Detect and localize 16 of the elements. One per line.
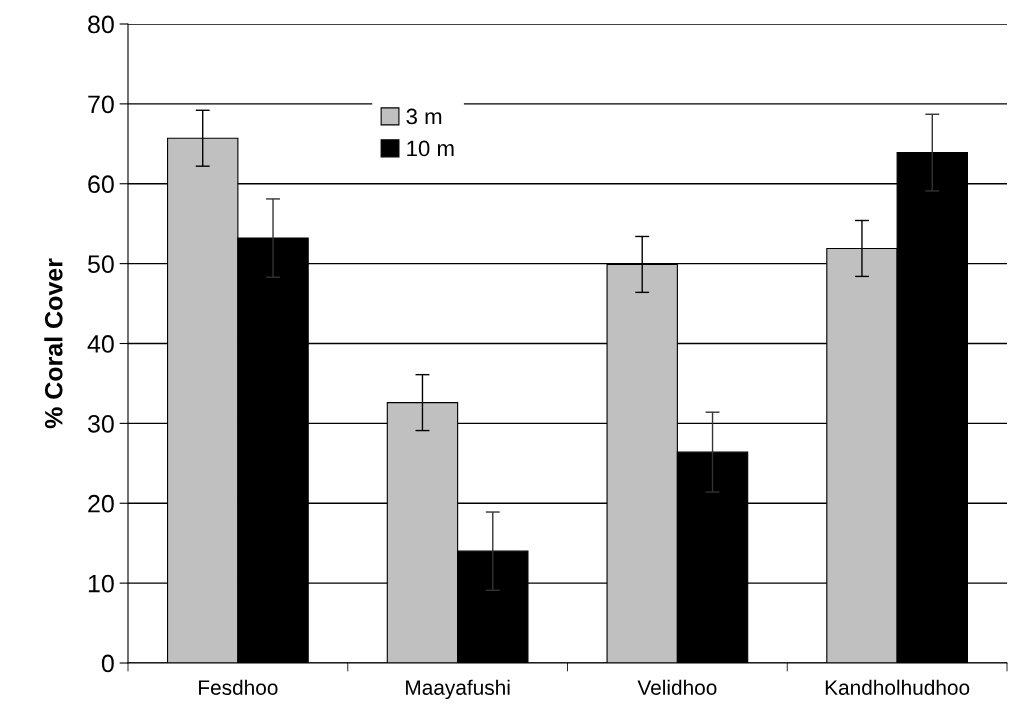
y-tick-label: 50: [88, 255, 114, 273]
y-tick-label: 10: [88, 574, 114, 593]
y-axis-title: % Coral Cover: [44, 258, 63, 429]
x-tick-label: Fesdhoo: [199, 679, 278, 695]
y-tick-label: 20: [88, 494, 114, 513]
y-tick-label: 80: [88, 15, 114, 34]
y-tick-label: 40: [87, 335, 114, 353]
legend-label: 3 m: [406, 108, 442, 125]
x-tick-label: Kandholhudhoo: [825, 679, 970, 695]
y-tick-label: 70: [88, 95, 114, 114]
x-tick-label: Maayafushi: [406, 679, 510, 700]
y-tick-label: 0: [101, 654, 114, 673]
y-tick-label: 60: [88, 175, 114, 194]
y-tick-label: 30: [87, 414, 114, 433]
x-tick-label: Velidhoo: [637, 679, 717, 695]
legend-label: 10 m: [407, 140, 454, 157]
